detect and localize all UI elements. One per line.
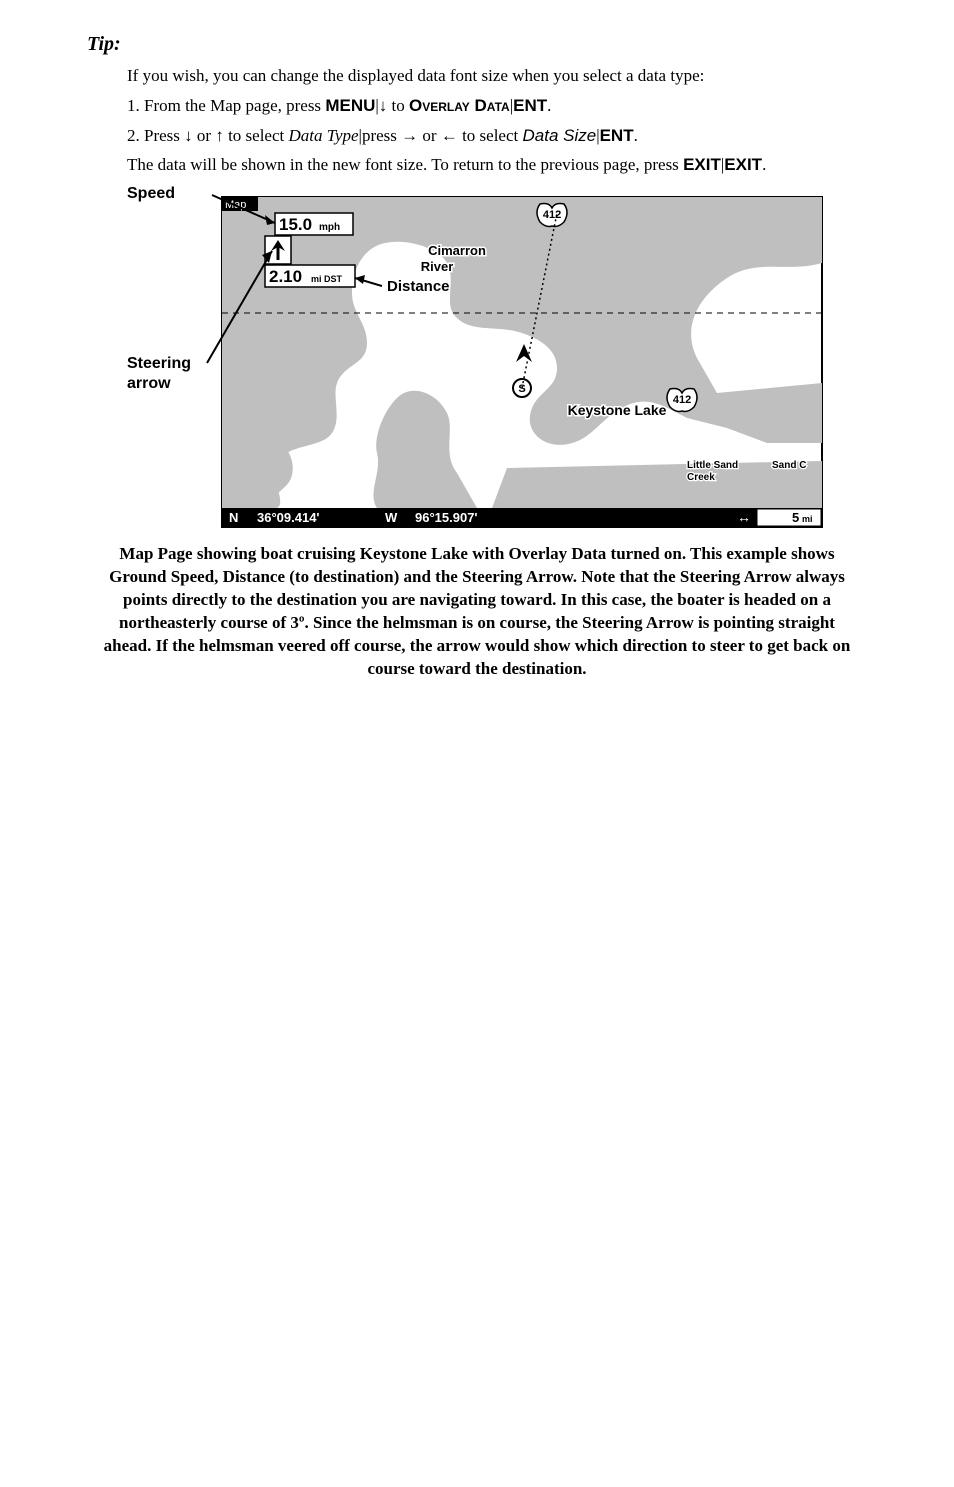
data-type-label: Data Type <box>289 126 359 145</box>
period: . <box>547 96 551 115</box>
sandc-label: Sand C <box>772 460 806 471</box>
ent-key: ENT <box>600 126 634 145</box>
svg-text:S: S <box>518 383 525 395</box>
right-arrow: → <box>401 126 418 145</box>
menu-key: MENU <box>325 96 375 115</box>
step1-prefix: 1. From the Map page, press <box>127 96 325 115</box>
down-arrow: ↓ <box>379 96 388 115</box>
left-arrow: ← <box>441 126 458 145</box>
map-svg: 412 412 S Map 15.0 mph 2.10 mi DST <box>127 183 827 533</box>
river-label-1: Cimarron <box>428 243 486 258</box>
coord-n: N <box>229 510 238 525</box>
up-arrow: ↑ <box>215 126 224 145</box>
to-text: to <box>387 96 409 115</box>
tosel: to select <box>224 126 289 145</box>
tip-intro: If you wish, you can change the displaye… <box>127 64 867 88</box>
scale-unit: mi <box>802 514 813 524</box>
result-text: The data will be shown in the new font s… <box>127 153 867 177</box>
exit-key: EXIT <box>683 155 721 174</box>
period: . <box>634 126 638 145</box>
speed-unit: mph <box>319 222 340 233</box>
overlay-data-label: Overlay Data <box>409 96 510 115</box>
map-figure: Speed Steering arrow 412 412 S <box>127 183 827 533</box>
svg-text:↔: ↔ <box>737 509 751 525</box>
lake-label: Keystone Lake <box>568 402 667 418</box>
hwy-shield: 412 <box>543 209 561 221</box>
down-arrow: ↓ <box>184 126 193 145</box>
coord-lon: 96°15.907' <box>415 510 478 525</box>
figure-caption: Map Page showing boat cruising Keystone … <box>97 543 857 681</box>
press-text: |press <box>359 126 402 145</box>
creek-label-2: Creek <box>687 472 715 483</box>
step-2: 2. Press ↓ or ↑ to select Data Type|pres… <box>127 124 867 148</box>
result-a: The data will be shown in the new font s… <box>127 155 683 174</box>
hwy-shield: 412 <box>673 394 691 406</box>
speed-label: Speed <box>127 183 175 205</box>
coord-w: W <box>385 510 398 525</box>
tip-heading: Tip: <box>87 30 867 58</box>
step2-prefix: 2. Press <box>127 126 184 145</box>
distance-label: Distance <box>387 278 450 295</box>
period: . <box>762 155 766 174</box>
exit-key: EXIT <box>724 155 762 174</box>
or-text: or <box>418 126 441 145</box>
river-label-2: River <box>421 259 454 274</box>
steering-label-2: arrow <box>127 373 171 395</box>
dist-unit: mi DST <box>311 274 343 284</box>
scale-value: 5 <box>792 510 799 525</box>
speed-value: 15.0 <box>279 215 312 234</box>
coord-lat: 36°09.414' <box>257 510 320 525</box>
creek-label-1: Little Sand <box>687 460 738 471</box>
or-text: or <box>193 126 216 145</box>
dist-value: 2.10 <box>269 267 302 286</box>
ent-key: ENT <box>513 96 547 115</box>
step-1: 1. From the Map page, press MENU|↓ to Ov… <box>127 94 867 118</box>
tosel2: to select <box>458 126 523 145</box>
data-size-label: Data Size <box>522 126 596 145</box>
